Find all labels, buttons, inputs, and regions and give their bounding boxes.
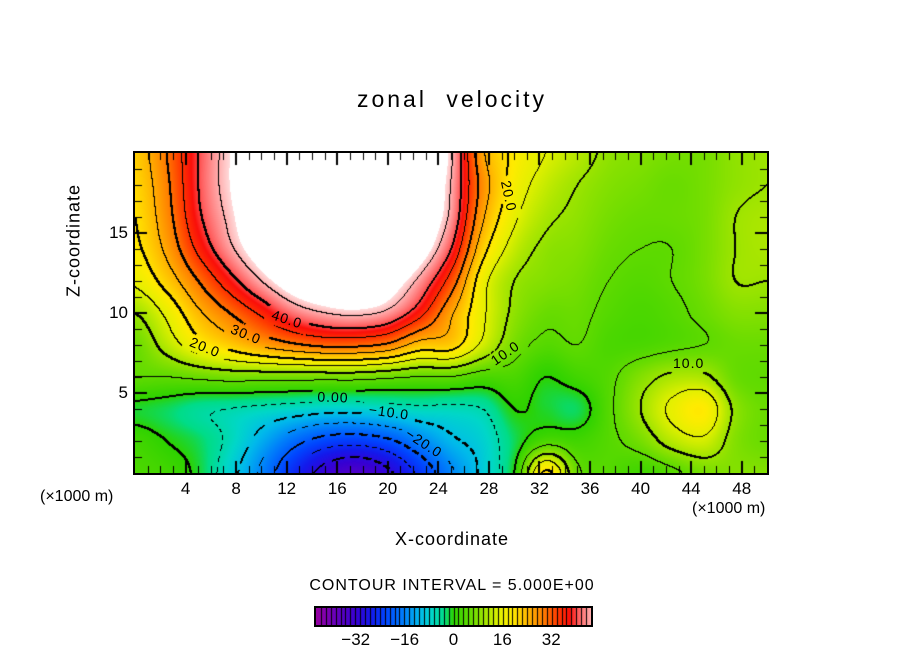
z-tick-label: 5 [118, 383, 128, 402]
contour-plot: 20.0 40.0 30.0 20.0 10.0 0.00 −10.0 −20.0 10.0 [133, 151, 769, 475]
contour-line-label: 0.00 [317, 388, 350, 406]
contour-line-label: 10.0 [673, 354, 705, 371]
x-tick-label: 20 [378, 479, 398, 498]
x-axis-unit-right: (×1000 m) [692, 500, 766, 517]
x-tick-label: 16 [327, 479, 347, 498]
x-tick-label: 44 [681, 479, 701, 498]
x-tick-label: 24 [428, 479, 448, 498]
contour-plot-canvas [135, 153, 767, 473]
colorbar [314, 606, 593, 627]
z-tick-label: 10 [109, 303, 128, 322]
x-tick-label: 32 [530, 479, 549, 498]
x-tick-label: 28 [479, 479, 499, 498]
x-tick-label: 36 [580, 479, 600, 498]
x-axis-unit-left: (×1000 m) [40, 488, 114, 505]
x-tick-label: 48 [732, 479, 752, 498]
x-tick-label: 40 [631, 479, 651, 498]
x-tick-label: 8 [231, 479, 241, 498]
z-axis-title: Z-coordinate [63, 183, 84, 298]
chart-title: zonal velocity [356, 86, 548, 112]
colorbar-tick-label: 32 [541, 630, 561, 649]
colorbar-tick-label: −16 [390, 630, 420, 649]
colorbar-canvas [316, 608, 591, 625]
x-tick-label: 12 [277, 479, 297, 498]
z-tick-label: 15 [109, 223, 128, 242]
x-tick-label: 4 [180, 479, 191, 498]
colorbar-tick-label: −32 [341, 630, 371, 649]
contour-interval-label: CONTOUR INTERVAL = 5.000E+00 [309, 577, 595, 594]
colorbar-tick-label: 0 [448, 630, 459, 649]
colorbar-tick-label: 16 [492, 630, 512, 649]
x-axis-title: X-coordinate [394, 529, 510, 549]
